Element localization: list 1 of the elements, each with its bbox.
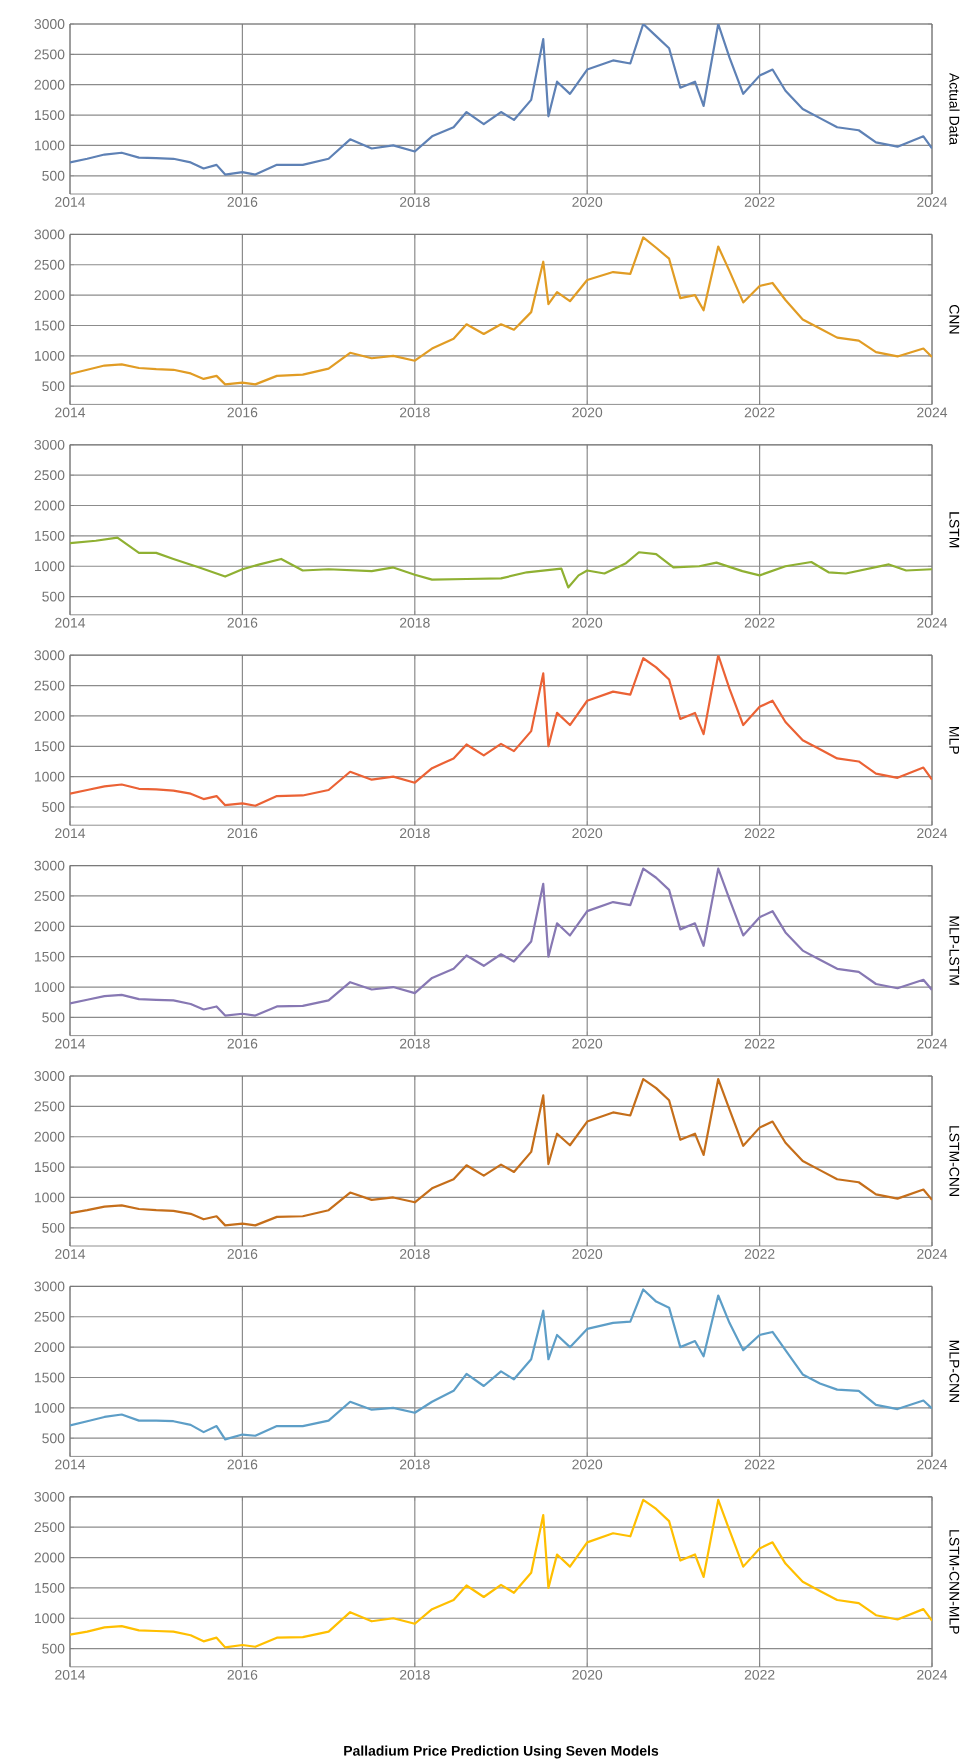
line-series [70, 536, 933, 589]
